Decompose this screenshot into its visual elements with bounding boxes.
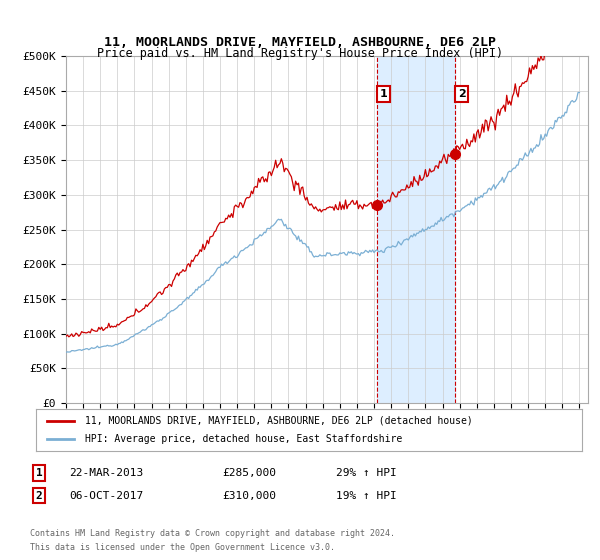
Text: 2: 2 [458,89,466,99]
Text: 29% ↑ HPI: 29% ↑ HPI [336,468,397,478]
Text: 06-OCT-2017: 06-OCT-2017 [69,491,143,501]
Text: This data is licensed under the Open Government Licence v3.0.: This data is licensed under the Open Gov… [30,543,335,552]
Text: HPI: Average price, detached house, East Staffordshire: HPI: Average price, detached house, East… [85,434,403,444]
Text: Contains HM Land Registry data © Crown copyright and database right 2024.: Contains HM Land Registry data © Crown c… [30,529,395,538]
Text: 22-MAR-2013: 22-MAR-2013 [69,468,143,478]
Text: Price paid vs. HM Land Registry's House Price Index (HPI): Price paid vs. HM Land Registry's House … [97,46,503,60]
Text: 1: 1 [35,468,43,478]
Text: 19% ↑ HPI: 19% ↑ HPI [336,491,397,501]
Text: £310,000: £310,000 [222,491,276,501]
Text: 11, MOORLANDS DRIVE, MAYFIELD, ASHBOURNE, DE6 2LP (detached house): 11, MOORLANDS DRIVE, MAYFIELD, ASHBOURNE… [85,416,473,426]
Text: 11, MOORLANDS DRIVE, MAYFIELD, ASHBOURNE, DE6 2LP: 11, MOORLANDS DRIVE, MAYFIELD, ASHBOURNE… [104,35,496,49]
Bar [377,56,455,403]
Text: £285,000: £285,000 [222,468,276,478]
Text: 1: 1 [379,89,387,99]
Text: 2: 2 [35,491,43,501]
